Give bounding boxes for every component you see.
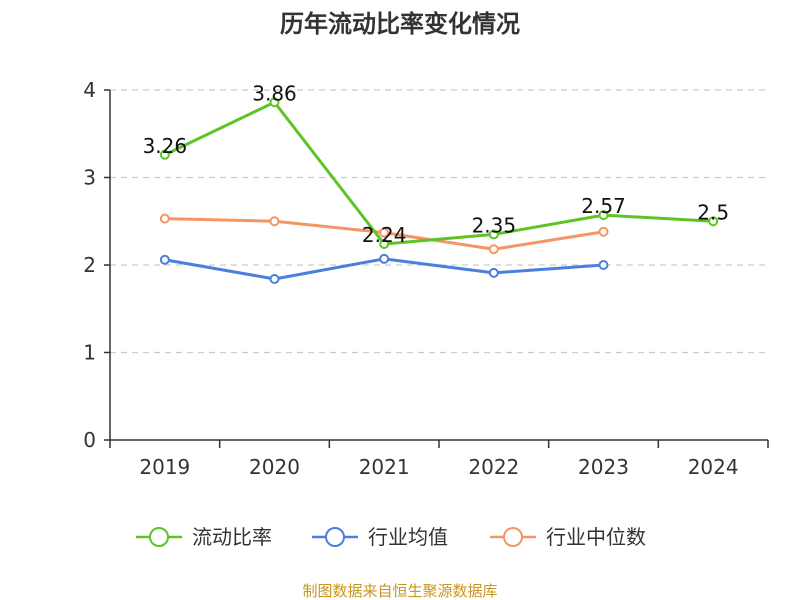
data-point bbox=[488, 244, 499, 255]
data-label: 2.24 bbox=[362, 223, 407, 247]
x-tick-label: 2019 bbox=[139, 455, 190, 479]
legend-marker bbox=[325, 527, 345, 547]
x-tick-label: 2020 bbox=[249, 455, 300, 479]
data-point bbox=[598, 226, 609, 237]
data-point bbox=[269, 216, 280, 227]
data-point bbox=[598, 210, 609, 221]
data-point bbox=[269, 97, 280, 108]
legend-label: 行业均值 bbox=[368, 525, 448, 549]
data-point bbox=[598, 260, 609, 270]
series-lines bbox=[159, 97, 719, 284]
data-point bbox=[488, 229, 499, 240]
legend: 流动比率 行业均值 行业中位数 bbox=[136, 525, 646, 549]
series-line bbox=[164, 100, 714, 246]
legend-marker bbox=[149, 527, 169, 547]
data-labels: 3.26 3.86 2.24 2.35 2.57 2.5 bbox=[143, 81, 730, 247]
legend-label: 流动比率 bbox=[192, 525, 272, 549]
y-tick-label: 2 bbox=[83, 253, 96, 277]
data-point bbox=[379, 227, 390, 238]
chart-title: 历年流动比率变化情况 bbox=[280, 10, 520, 38]
data-label: 3.26 bbox=[143, 134, 188, 158]
y-tick-label: 0 bbox=[83, 428, 96, 452]
data-point bbox=[269, 274, 280, 284]
data-point bbox=[159, 254, 170, 265]
gridlines bbox=[110, 89, 768, 354]
axes: 0 1 2 3 4 2019 2020 2021 2022 2023 2024 bbox=[83, 78, 769, 479]
y-tick-label: 1 bbox=[83, 341, 96, 365]
data-point bbox=[379, 239, 390, 249]
data-label: 2.5 bbox=[697, 200, 729, 224]
data-point bbox=[708, 216, 719, 227]
source-note: 制图数据来自恒生聚源数据库 bbox=[302, 582, 497, 600]
x-tick-label: 2022 bbox=[468, 455, 519, 479]
x-tick-label: 2023 bbox=[578, 455, 629, 479]
y-tick-label: 4 bbox=[83, 78, 96, 102]
legend-marker bbox=[503, 527, 523, 547]
data-point bbox=[159, 213, 170, 224]
data-label: 2.35 bbox=[472, 213, 517, 237]
data-label: 3.86 bbox=[252, 81, 297, 105]
data-point bbox=[488, 267, 499, 278]
legend-label: 行业中位数 bbox=[546, 525, 646, 549]
y-tick-label: 3 bbox=[83, 166, 96, 190]
data-point bbox=[159, 149, 170, 160]
data-label: 2.57 bbox=[581, 194, 626, 218]
x-tick-label: 2024 bbox=[688, 455, 739, 479]
x-tick-label: 2021 bbox=[359, 455, 410, 479]
data-point bbox=[379, 253, 390, 264]
